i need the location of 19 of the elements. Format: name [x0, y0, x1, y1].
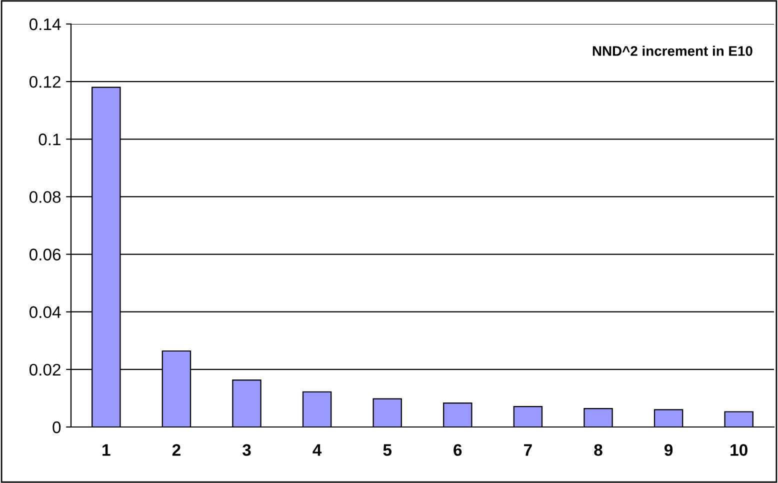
x-tick-label: 10 [730, 444, 748, 456]
x-tick-label: 3 [242, 444, 251, 456]
x-tick-label: 6 [454, 444, 462, 456]
y-tick-label: 0.06 [29, 248, 61, 260]
y-tick-label: 0.08 [29, 191, 61, 203]
x-tick-label: 1 [102, 444, 110, 456]
y-tick-label: 0.04 [29, 306, 61, 318]
x-tick-label: 5 [383, 444, 392, 456]
y-tick-label: 0.12 [29, 76, 60, 88]
annotation: NND^2 increment in E10 [592, 46, 752, 56]
y-tick-label: 0.14 [29, 18, 61, 30]
x-tick-label: 8 [594, 444, 602, 456]
y-tick-label: 0 [52, 421, 61, 434]
x-tick-label: 7 [524, 444, 532, 456]
x-tick-label: 2 [172, 444, 180, 456]
y-tick-label: 0.02 [29, 364, 60, 376]
y-tick-label: 0.1 [38, 134, 60, 146]
x-tick-label: 9 [664, 444, 673, 456]
x-tick-label: 4 [312, 444, 322, 456]
